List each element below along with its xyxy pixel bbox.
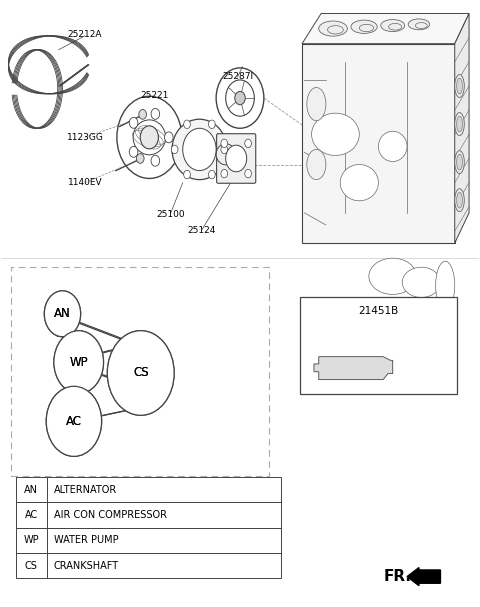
Text: AN: AN: [54, 307, 71, 320]
Circle shape: [226, 145, 247, 172]
Ellipse shape: [340, 164, 378, 201]
Circle shape: [108, 331, 174, 415]
Text: AN: AN: [54, 307, 71, 320]
Polygon shape: [314, 357, 393, 379]
Ellipse shape: [381, 19, 405, 32]
Bar: [16, 502, 281, 527]
Text: AC: AC: [66, 415, 82, 428]
Text: CS: CS: [133, 367, 148, 379]
Bar: [11, 267, 269, 476]
Ellipse shape: [369, 258, 417, 294]
Circle shape: [208, 171, 215, 179]
Ellipse shape: [351, 20, 377, 33]
Text: WP: WP: [70, 356, 88, 368]
Circle shape: [221, 169, 228, 178]
Circle shape: [221, 139, 228, 148]
Circle shape: [183, 128, 216, 171]
Text: 1123GG: 1123GG: [66, 133, 103, 142]
Circle shape: [46, 386, 102, 456]
Circle shape: [221, 145, 228, 154]
Text: 25212A: 25212A: [68, 30, 102, 39]
Circle shape: [54, 331, 104, 393]
Circle shape: [235, 92, 245, 105]
Text: WP: WP: [24, 535, 39, 545]
Bar: [16, 477, 281, 502]
Bar: [16, 527, 281, 553]
Ellipse shape: [455, 151, 464, 174]
Circle shape: [139, 109, 146, 119]
Text: FR.: FR.: [383, 569, 411, 584]
Circle shape: [54, 331, 104, 393]
Text: CS: CS: [133, 367, 148, 379]
Text: WATER PUMP: WATER PUMP: [54, 535, 119, 545]
Circle shape: [171, 145, 178, 154]
Text: 25287I: 25287I: [222, 72, 253, 81]
Text: AN: AN: [24, 484, 38, 495]
Circle shape: [108, 331, 174, 415]
Ellipse shape: [319, 21, 348, 36]
Text: 25124: 25124: [188, 226, 216, 236]
Circle shape: [140, 126, 158, 149]
Polygon shape: [302, 13, 469, 44]
Ellipse shape: [436, 261, 455, 310]
Circle shape: [245, 169, 252, 178]
Text: AC: AC: [24, 510, 38, 520]
Ellipse shape: [455, 75, 464, 98]
Text: 1140EV: 1140EV: [68, 178, 102, 187]
Circle shape: [245, 139, 252, 148]
Polygon shape: [455, 13, 469, 243]
Ellipse shape: [456, 154, 462, 170]
Circle shape: [129, 146, 138, 157]
Ellipse shape: [402, 267, 441, 297]
Circle shape: [151, 155, 160, 166]
Ellipse shape: [455, 189, 464, 212]
Circle shape: [136, 154, 144, 163]
Text: 21451B: 21451B: [358, 306, 398, 316]
Ellipse shape: [312, 113, 360, 155]
Ellipse shape: [307, 149, 326, 180]
Circle shape: [44, 291, 81, 337]
Text: CS: CS: [25, 561, 37, 571]
Circle shape: [165, 132, 173, 143]
Circle shape: [44, 291, 81, 337]
Ellipse shape: [408, 19, 430, 30]
Ellipse shape: [307, 87, 326, 121]
Ellipse shape: [378, 131, 407, 161]
Bar: [300, 297, 457, 394]
Text: CRANKSHAFT: CRANKSHAFT: [54, 561, 119, 571]
Ellipse shape: [456, 78, 462, 94]
Circle shape: [208, 120, 215, 129]
Circle shape: [129, 117, 138, 128]
Ellipse shape: [455, 112, 464, 135]
Text: AIR CON COMPRESSOR: AIR CON COMPRESSOR: [54, 510, 167, 520]
Text: 25221: 25221: [140, 90, 168, 100]
Circle shape: [46, 386, 102, 456]
Text: WP: WP: [70, 356, 88, 368]
FancyBboxPatch shape: [216, 134, 256, 183]
Ellipse shape: [456, 192, 462, 208]
Ellipse shape: [216, 144, 235, 165]
Text: 25100: 25100: [156, 209, 185, 219]
Bar: [16, 553, 281, 578]
Polygon shape: [302, 44, 455, 243]
FancyArrow shape: [407, 568, 441, 586]
Circle shape: [184, 120, 191, 129]
Text: ALTERNATOR: ALTERNATOR: [54, 484, 117, 495]
Circle shape: [184, 171, 191, 179]
Text: AC: AC: [66, 415, 82, 428]
Circle shape: [151, 109, 160, 120]
Ellipse shape: [172, 119, 227, 180]
Ellipse shape: [456, 116, 462, 132]
